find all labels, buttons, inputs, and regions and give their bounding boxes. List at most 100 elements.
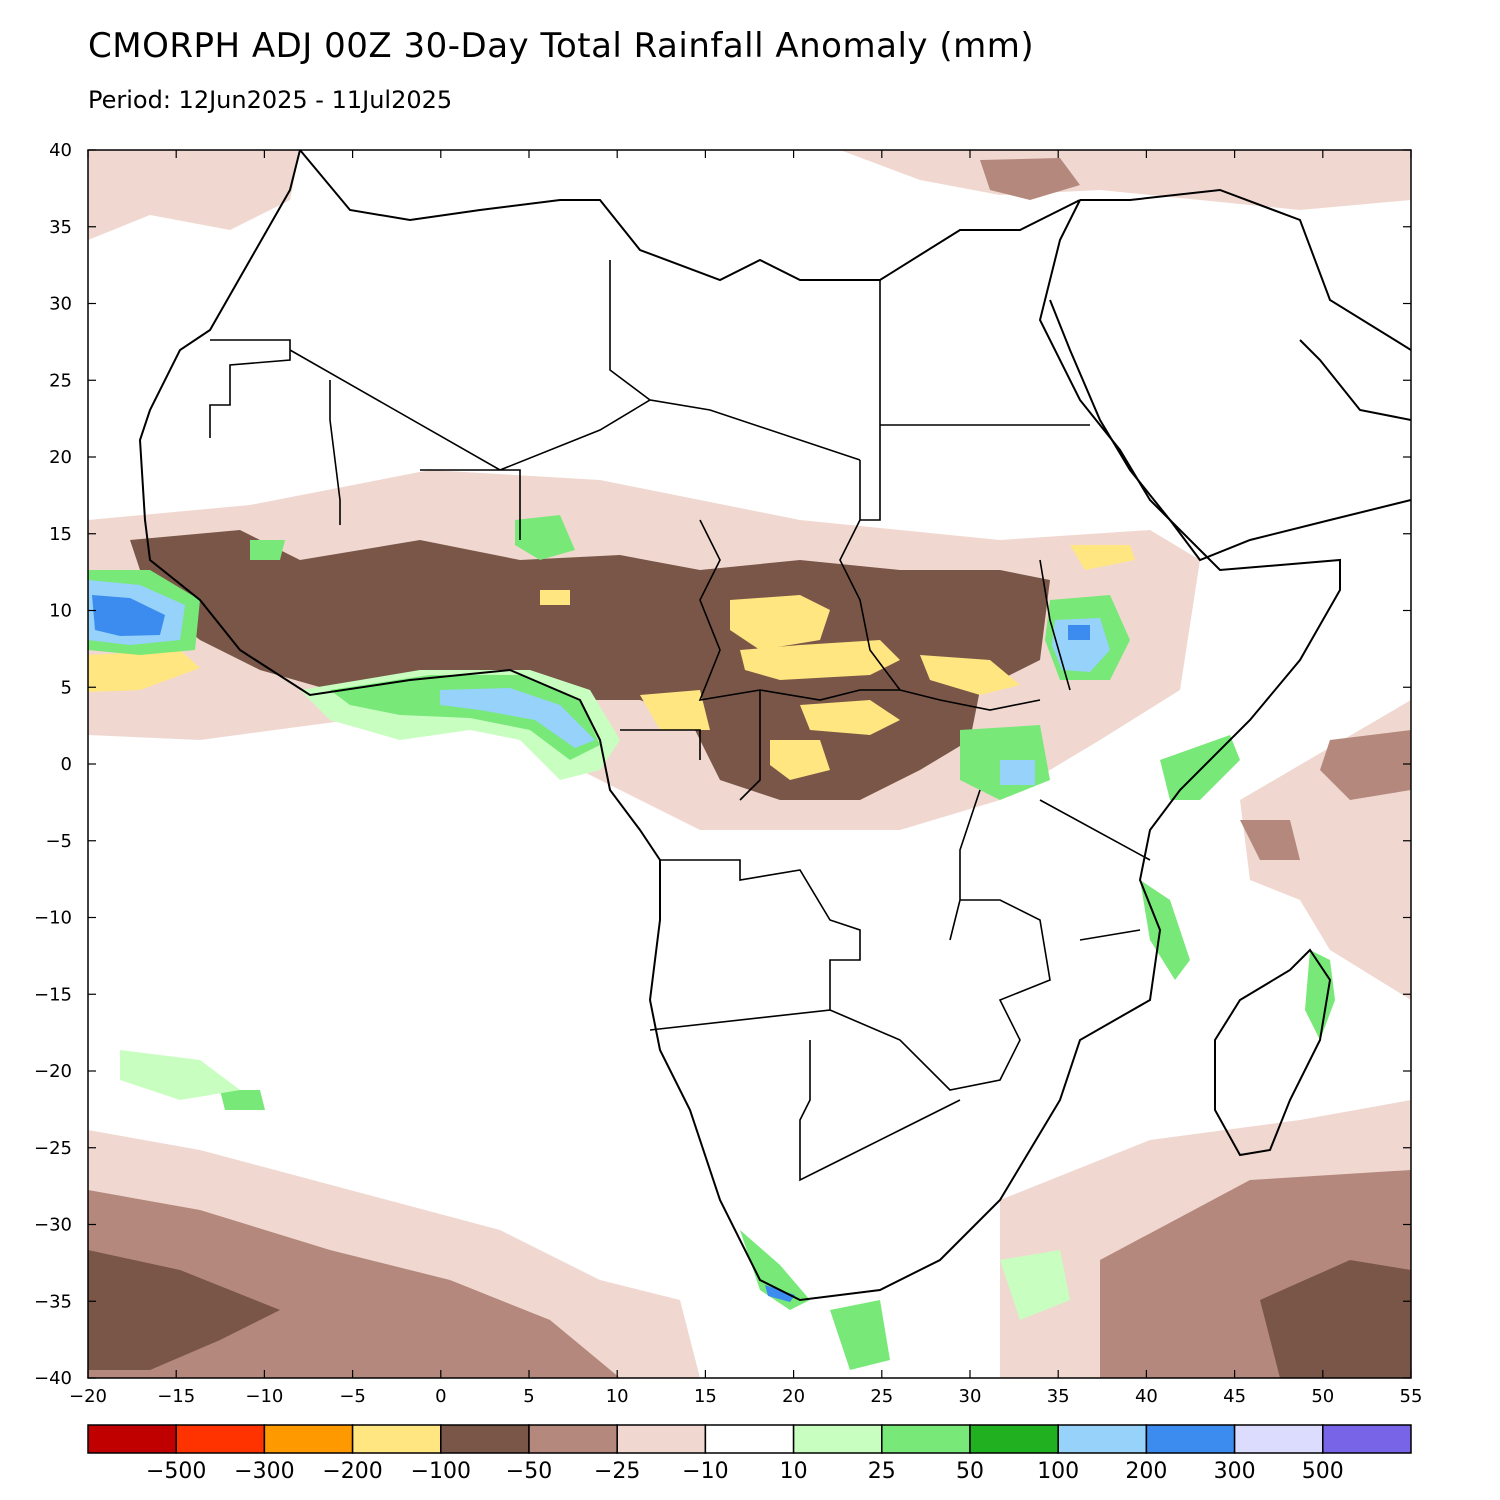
lat-tick-label: −10: [34, 908, 72, 929]
lon-tick-label: 10: [606, 1386, 629, 1407]
lat-tick-label: −25: [34, 1138, 72, 1159]
dry-patch-central-1: [730, 595, 830, 650]
wet-region-west-atlantic-severe: [92, 595, 165, 636]
colorbar-label: −200: [322, 1459, 382, 1484]
colorbar-swatch: [440, 1424, 530, 1454]
lat-tick-label: 15: [49, 524, 72, 545]
dry-patch-west-coast: [88, 650, 200, 692]
dry-region-south-atlantic-strong: [88, 1250, 280, 1370]
country-borders: [209, 260, 1151, 1182]
colorbar-swatch: [1145, 1424, 1236, 1454]
lat-tick-label: −40: [34, 1368, 72, 1389]
map-title: CMORPH ADJ 00Z 30-Day Total Rainfall Ano…: [88, 26, 1035, 66]
lon-tick-label: 15: [694, 1386, 717, 1407]
dry-region-south-indian-strong: [1260, 1260, 1411, 1378]
lon-tick-label: 35: [1047, 1386, 1070, 1407]
dry-region-sahel-strong: [130, 530, 1050, 800]
colorbar-swatch: [87, 1424, 177, 1454]
wet-region-guinea-strong: [440, 688, 595, 748]
colorbar-label: 25: [868, 1459, 896, 1484]
colorbar-label: −100: [411, 1459, 471, 1484]
lon-tick-label: 50: [1311, 1386, 1334, 1407]
dry-region-north-atlantic: [88, 150, 300, 240]
colorbar-label: −300: [234, 1459, 294, 1484]
wet-patch-lake-victoria-core: [1000, 760, 1035, 785]
lat-tick-label: −5: [45, 831, 72, 852]
wet-patch-cape-core: [765, 1285, 795, 1302]
wet-region-ethiopia-strong: [1052, 618, 1110, 672]
anomaly-shading: [88, 150, 1411, 1378]
colorbar: [87, 1424, 1412, 1454]
lat-tick-label: −35: [34, 1291, 72, 1312]
colorbar-label: 50: [956, 1459, 984, 1484]
longitude-axis: −20 −15 −10 −5 0 5 10 15 20 25 30 35 40 45 50 55: [69, 150, 1422, 1407]
arabia-coastline: [1049, 188, 1411, 562]
colorbar-label: 300: [1214, 1459, 1256, 1484]
lat-tick-label: 30: [49, 294, 72, 315]
dry-patch-west-2: [540, 590, 570, 605]
colorbar-swatch: [616, 1424, 707, 1454]
lat-tick-label: −20: [34, 1061, 72, 1082]
africa-coastline: [138, 150, 1341, 1302]
lat-tick-label: −30: [34, 1215, 72, 1236]
border-lines-north: [209, 260, 1090, 540]
lat-tick-label: 25: [49, 370, 72, 391]
wet-patch-sahel-2: [250, 540, 285, 560]
colorbar-label: −10: [682, 1459, 728, 1484]
colorbar-swatch: [969, 1424, 1059, 1454]
dry-patch-central-4: [770, 740, 830, 780]
wet-region-south-ocean-2: [1000, 1250, 1070, 1320]
dry-patch-indian-ocean-1: [1320, 730, 1411, 800]
colorbar-label: 10: [780, 1459, 808, 1484]
lat-tick-label: 35: [49, 217, 72, 238]
colorbar-swatch: [1057, 1424, 1148, 1454]
dry-patch-central-2: [740, 640, 900, 680]
lon-tick-label: −5: [339, 1386, 366, 1407]
colorbar-swatch: [351, 1424, 442, 1454]
madagascar-coastline: [1214, 948, 1332, 1157]
wet-region-mozambique-coast: [1140, 880, 1190, 980]
dry-region-eastern-med: [980, 158, 1080, 200]
lon-tick-label: −15: [157, 1386, 195, 1407]
colorbar-swatch: [881, 1424, 971, 1454]
wet-patch-sahel-1: [515, 515, 575, 560]
colorbar-swatch: [1233, 1424, 1324, 1454]
colorbar-label: 100: [1037, 1459, 1079, 1484]
wet-region-south-ocean-1: [830, 1300, 890, 1370]
period-subtitle: Period: 12Jun2025 - 11Jul2025: [88, 86, 453, 114]
coastlines: [138, 150, 1411, 1302]
dry-patch-central-5: [640, 690, 710, 730]
colorbar-label: 200: [1125, 1459, 1167, 1484]
border-lines-central: [620, 519, 1071, 801]
dry-patch-east-2: [920, 655, 1020, 695]
lat-tick-label: 40: [49, 140, 72, 161]
wet-region-south-atlantic-2: [120, 1050, 240, 1100]
colorbar-swatch: [175, 1424, 266, 1454]
lon-tick-label: 45: [1223, 1386, 1246, 1407]
wet-region-madagascar-east: [1305, 950, 1335, 1040]
lat-tick-label: 0: [61, 754, 72, 775]
colorbar-swatch: [792, 1424, 883, 1454]
lon-tick-label: −20: [69, 1386, 107, 1407]
colorbar-label: −500: [146, 1459, 206, 1484]
colorbar-swatch: [1322, 1424, 1412, 1454]
lon-tick-label: 55: [1400, 1386, 1423, 1407]
lat-tick-label: 5: [61, 677, 72, 698]
lon-tick-label: −10: [245, 1386, 283, 1407]
lat-tick-label: 10: [49, 601, 72, 622]
lon-tick-label: 0: [435, 1386, 446, 1407]
colorbar-labels: −500 −300 −200 −100 −50 −25 −10 10 25 50 100 200 300…: [146, 1459, 1344, 1484]
lon-tick-label: 30: [959, 1386, 982, 1407]
dry-patch-east: [1070, 545, 1135, 570]
lat-tick-label: −15: [34, 984, 72, 1005]
lat-tick-label: 20: [49, 447, 72, 468]
lon-tick-label: 20: [782, 1386, 805, 1407]
latitude-axis: 40 35 30 25 20 15 10 5 0 −5 −10 −15 −20 −25 −30 −35 −40: [34, 140, 1411, 1389]
wet-region-cape: [740, 1230, 810, 1310]
lon-tick-label: 5: [523, 1386, 534, 1407]
dry-patch-central-3: [800, 700, 900, 735]
colorbar-label: −25: [594, 1459, 640, 1484]
lon-tick-label: 40: [1135, 1386, 1158, 1407]
wet-region-south-atlantic-1: [220, 1090, 265, 1110]
